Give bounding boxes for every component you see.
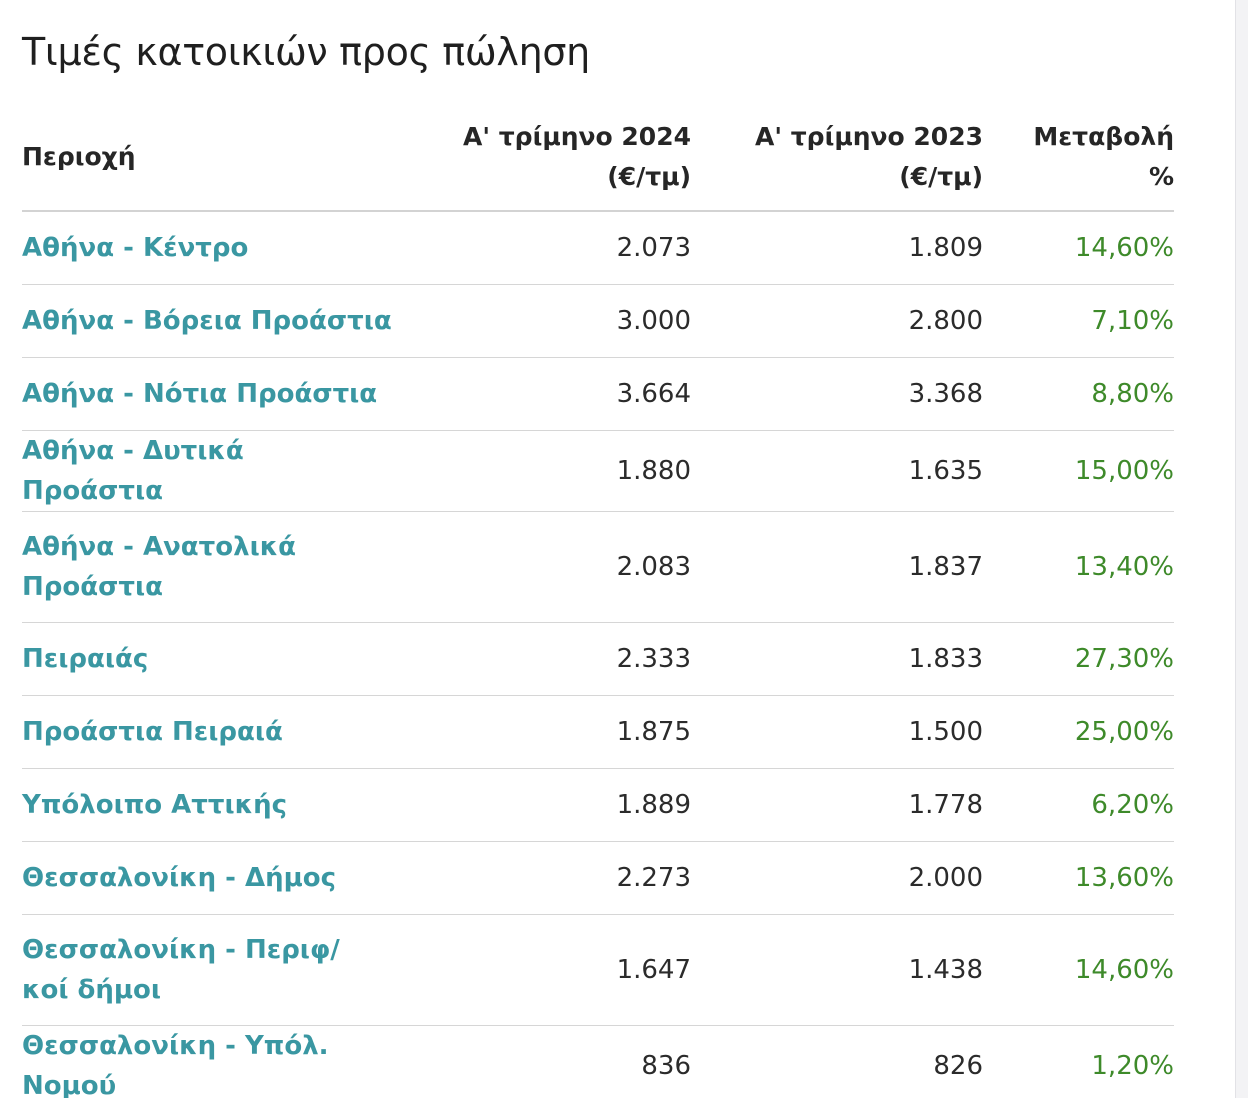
price-2024-cell: 2.333 — [422, 622, 691, 696]
table-row: Αθήνα - Δυτικά Προάστια 1.880 1.635 15,0… — [22, 430, 1174, 512]
table-row: Υπόλοιπο Αττικής 1.889 1.778 6,20% — [22, 768, 1174, 842]
price-2023-cell: 826 — [691, 1025, 983, 1098]
region-link-label: Πειραιάς — [22, 644, 149, 674]
change-percent-cell: 1,20% — [983, 1025, 1174, 1098]
region-link-label: Θεσσαλονίκη - Υπόλ. Νομού — [22, 1031, 329, 1098]
table-row: Αθήνα - Ανατολικά Προάστια 2.083 1.837 1… — [22, 511, 1174, 623]
price-2024-cell: 2.083 — [422, 511, 691, 623]
column-header-change: Μεταβολή % — [983, 104, 1174, 212]
change-percent-cell: 15,00% — [983, 430, 1174, 512]
column-header-region: Περιοχή — [22, 104, 422, 212]
change-percent-cell: 25,00% — [983, 695, 1174, 769]
region-link-label: Προάστια Πειραιά — [22, 717, 283, 747]
table-row: Προάστια Πειραιά 1.875 1.500 25,00% — [22, 695, 1174, 769]
table-row: Αθήνα - Βόρεια Προάστια 3.000 2.800 7,10… — [22, 284, 1174, 358]
price-2023-cell: 3.368 — [691, 357, 983, 431]
page-edge-scrollbar — [1235, 0, 1248, 1098]
change-percent-cell: 14,60% — [983, 211, 1174, 285]
change-percent-cell: 14,60% — [983, 914, 1174, 1026]
price-2023-cell: 1.500 — [691, 695, 983, 769]
region-link-label: Αθήνα - Δυτικά Προάστια — [22, 436, 244, 506]
region-link[interactable]: Υπόλοιπο Αττικής — [22, 768, 422, 842]
price-2024-cell: 1.647 — [422, 914, 691, 1026]
column-header-change-line1: Μεταβολή — [1033, 122, 1174, 151]
price-2024-cell: 836 — [422, 1025, 691, 1098]
column-header-change-unit: % — [1148, 162, 1174, 191]
region-link-label: Αθήνα - Ανατολικά Προάστια — [22, 532, 297, 602]
region-link-label: Αθήνα - Κέντρο — [22, 233, 249, 263]
page-title: Τιμές κατοικιών προς πώληση — [22, 30, 590, 74]
price-2023-cell: 2.800 — [691, 284, 983, 358]
region-link-label: Υπόλοιπο Αττικής — [22, 790, 288, 820]
region-link-label: Θεσσαλονίκη - Δήμος — [22, 863, 337, 893]
price-2024-cell: 3.664 — [422, 357, 691, 431]
column-header-q1-2024-line1: Α' τρίμηνο 2024 — [463, 122, 691, 151]
region-link[interactable]: Αθήνα - Ανατολικά Προάστια — [22, 511, 422, 623]
region-link[interactable]: Αθήνα - Βόρεια Προάστια — [22, 284, 422, 358]
column-header-q1-2024: Α' τρίμηνο 2024 (€/τμ) — [422, 104, 691, 212]
price-2024-cell: 1.880 — [422, 430, 691, 512]
price-2023-cell: 2.000 — [691, 841, 983, 915]
prices-table: Περιοχή Α' τρίμηνο 2024 (€/τμ) Α' τρίμην… — [22, 104, 1174, 1098]
table-row: Θεσσαλονίκη - Υπόλ. Νομού 836 826 1,20% — [22, 1025, 1174, 1098]
price-2024-cell: 1.889 — [422, 768, 691, 842]
change-percent-cell: 7,10% — [983, 284, 1174, 358]
change-percent-cell: 13,60% — [983, 841, 1174, 915]
table-row: Αθήνα - Νότια Προάστια 3.664 3.368 8,80% — [22, 357, 1174, 431]
price-2024-cell: 2.073 — [422, 211, 691, 285]
region-link[interactable]: Προάστια Πειραιά — [22, 695, 422, 769]
region-link[interactable]: Αθήνα - Νότια Προάστια — [22, 357, 422, 431]
change-percent-cell: 13,40% — [983, 511, 1174, 623]
price-2024-cell: 3.000 — [422, 284, 691, 358]
region-link[interactable]: Πειραιάς — [22, 622, 422, 696]
price-2024-cell: 2.273 — [422, 841, 691, 915]
region-link[interactable]: Θεσσαλονίκη - Περιφ/κοί δήμοι — [22, 914, 422, 1026]
table-row: Αθήνα - Κέντρο 2.073 1.809 14,60% — [22, 211, 1174, 285]
column-header-q1-2023: Α' τρίμηνο 2023 (€/τμ) — [691, 104, 983, 212]
region-link-label: Αθήνα - Βόρεια Προάστια — [22, 306, 392, 336]
column-header-region-label: Περιοχή — [22, 142, 136, 171]
table-row: Θεσσαλονίκη - Περιφ/κοί δήμοι 1.647 1.43… — [22, 914, 1174, 1026]
table-row: Θεσσαλονίκη - Δήμος 2.273 2.000 13,60% — [22, 841, 1174, 915]
price-2024-cell: 1.875 — [422, 695, 691, 769]
change-percent-cell: 27,30% — [983, 622, 1174, 696]
change-percent-cell: 6,20% — [983, 768, 1174, 842]
table-header-row: Περιοχή Α' τρίμηνο 2024 (€/τμ) Α' τρίμην… — [22, 104, 1174, 212]
column-header-q1-2023-unit: (€/τμ) — [899, 162, 983, 191]
price-2023-cell: 1.438 — [691, 914, 983, 1026]
price-2023-cell: 1.809 — [691, 211, 983, 285]
region-link[interactable]: Αθήνα - Δυτικά Προάστια — [22, 430, 422, 512]
region-link-label: Αθήνα - Νότια Προάστια — [22, 379, 378, 409]
price-2023-cell: 1.837 — [691, 511, 983, 623]
region-link[interactable]: Θεσσαλονίκη - Δήμος — [22, 841, 422, 915]
region-link[interactable]: Θεσσαλονίκη - Υπόλ. Νομού — [22, 1025, 422, 1098]
region-link[interactable]: Αθήνα - Κέντρο — [22, 211, 422, 285]
table-row: Πειραιάς 2.333 1.833 27,30% — [22, 622, 1174, 696]
column-header-q1-2024-unit: (€/τμ) — [607, 162, 691, 191]
price-2023-cell: 1.833 — [691, 622, 983, 696]
column-header-q1-2023-line1: Α' τρίμηνο 2023 — [755, 122, 983, 151]
change-percent-cell: 8,80% — [983, 357, 1174, 431]
price-2023-cell: 1.778 — [691, 768, 983, 842]
price-2023-cell: 1.635 — [691, 430, 983, 512]
region-link-label: Θεσσαλονίκη - Περιφ/κοί δήμοι — [22, 935, 340, 1005]
